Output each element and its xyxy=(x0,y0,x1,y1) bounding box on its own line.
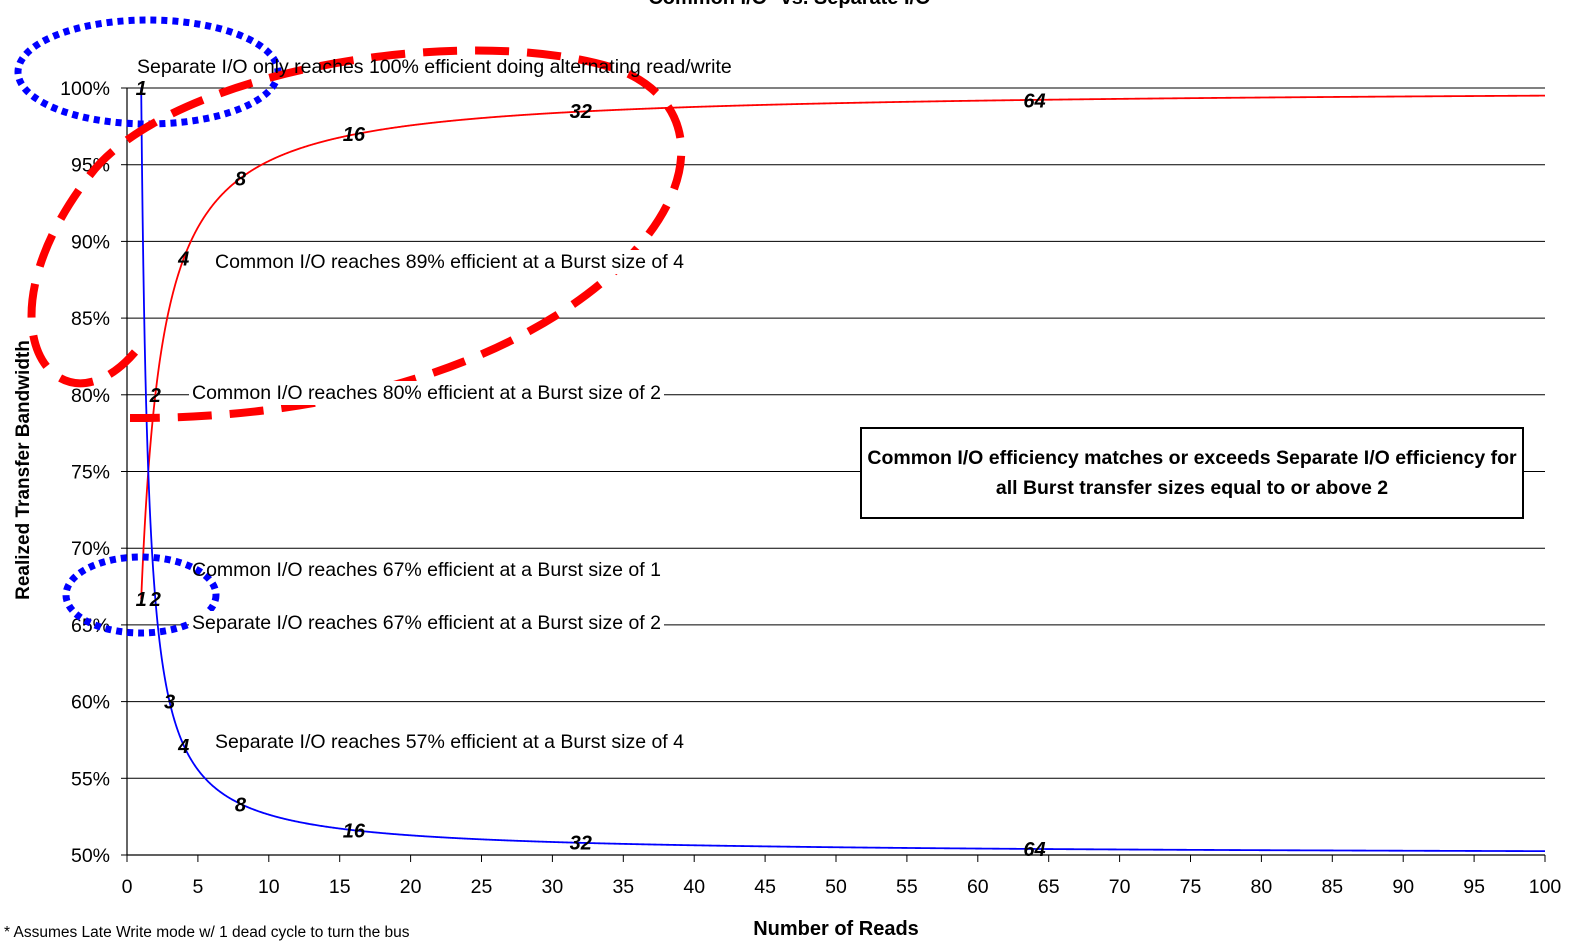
chart-title: Common I/O* vs. Separate I/O xyxy=(0,0,1579,10)
x-tick-label: 40 xyxy=(683,876,705,898)
y-tick-label: 75% xyxy=(71,462,110,484)
y-tick-label: 70% xyxy=(71,538,110,560)
highlight-ellipse-common xyxy=(27,46,686,423)
separate-io-point-label: 8 xyxy=(235,794,247,816)
y-axis-label: Realized Transfer Bandwidth xyxy=(13,340,34,600)
callout-box: Common I/O efficiency matches or exceeds… xyxy=(860,427,1524,519)
footnote: * Assumes Late Write mode w/ 1 dead cycl… xyxy=(4,924,410,941)
common-io-point-label: 1 xyxy=(136,589,147,611)
x-tick-label: 75 xyxy=(1180,876,1202,898)
axes xyxy=(121,87,1546,862)
common-io-point-label: 32 xyxy=(570,101,592,123)
x-tick-label: 45 xyxy=(754,876,776,898)
x-tick-label: 30 xyxy=(542,876,564,898)
separate-io-point-label: 1 xyxy=(136,78,147,100)
common-io-point-label: 16 xyxy=(343,124,366,146)
y-tick-label: 90% xyxy=(71,231,110,253)
annotation-common-67: Common I/O reaches 67% efficient at a Bu… xyxy=(192,559,661,581)
x-tick-label: 80 xyxy=(1251,876,1273,898)
annotation-common-89: Common I/O reaches 89% efficient at a Bu… xyxy=(212,250,687,274)
x-tick-label: 15 xyxy=(329,876,351,898)
x-tick-label: 0 xyxy=(122,876,133,898)
common-io-line xyxy=(140,94,1546,600)
common-io-point-label: 2 xyxy=(149,385,161,407)
annotation-separate-100: Separate I/O only reaches 100% efficient… xyxy=(137,56,732,78)
y-tick-label: 50% xyxy=(71,845,110,867)
x-tick-label: 65 xyxy=(1038,876,1060,898)
tick-labels: 50%55%60%65%70%75%80%85%90%95%100%0 5 10 15… xyxy=(60,78,1561,898)
separate-io-point-label: 2 xyxy=(149,589,161,611)
y-tick-label: 85% xyxy=(71,308,110,330)
common-io-point-label: 4 xyxy=(177,248,189,270)
common-io-point-label: 8 xyxy=(235,169,247,191)
x-tick-label: 35 xyxy=(612,876,634,898)
x-tick-label: 100 xyxy=(1529,876,1562,898)
y-tick-label: 100% xyxy=(60,78,110,100)
separate-io-point-label: 16 xyxy=(343,820,366,842)
annotation-common-80: Common I/O reaches 80% efficient at a Bu… xyxy=(189,381,664,405)
x-tick-label: 5 xyxy=(192,876,203,898)
annotation-separate-67: Separate I/O reaches 67% efficient at a … xyxy=(189,611,664,635)
x-tick-label: 10 xyxy=(258,876,280,898)
y-tick-label: 55% xyxy=(71,768,110,790)
x-tick-label: 55 xyxy=(896,876,918,898)
callout-text: Common I/O efficiency matches or exceeds… xyxy=(867,447,1517,499)
y-tick-label: 65% xyxy=(71,615,110,637)
y-tick-label: 80% xyxy=(71,385,110,407)
x-axis-label: Number of Reads xyxy=(753,918,919,940)
x-tick-label: 20 xyxy=(400,876,422,898)
common-io-point-label: 64 xyxy=(1023,90,1045,112)
x-tick-label: 90 xyxy=(1392,876,1414,898)
y-tick-label: 60% xyxy=(71,692,110,714)
x-tick-label: 95 xyxy=(1463,876,1485,898)
separate-io-point-label: 4 xyxy=(177,736,189,758)
separate-io-line xyxy=(140,87,1546,853)
separate-io-point-label: 32 xyxy=(570,833,592,855)
highlight-ellipses xyxy=(14,16,686,637)
x-tick-label: 25 xyxy=(471,876,493,898)
x-tick-label: 85 xyxy=(1321,876,1343,898)
x-tick-label: 50 xyxy=(825,876,847,898)
x-tick-label: 70 xyxy=(1109,876,1131,898)
annotation-separate-57: Separate I/O reaches 57% efficient at a … xyxy=(212,730,687,754)
highlight-ellipse-67 xyxy=(62,553,220,637)
x-tick-label: 60 xyxy=(967,876,989,898)
separate-io-point-label: 3 xyxy=(164,692,175,714)
separate-io-point-label: 64 xyxy=(1023,839,1045,861)
